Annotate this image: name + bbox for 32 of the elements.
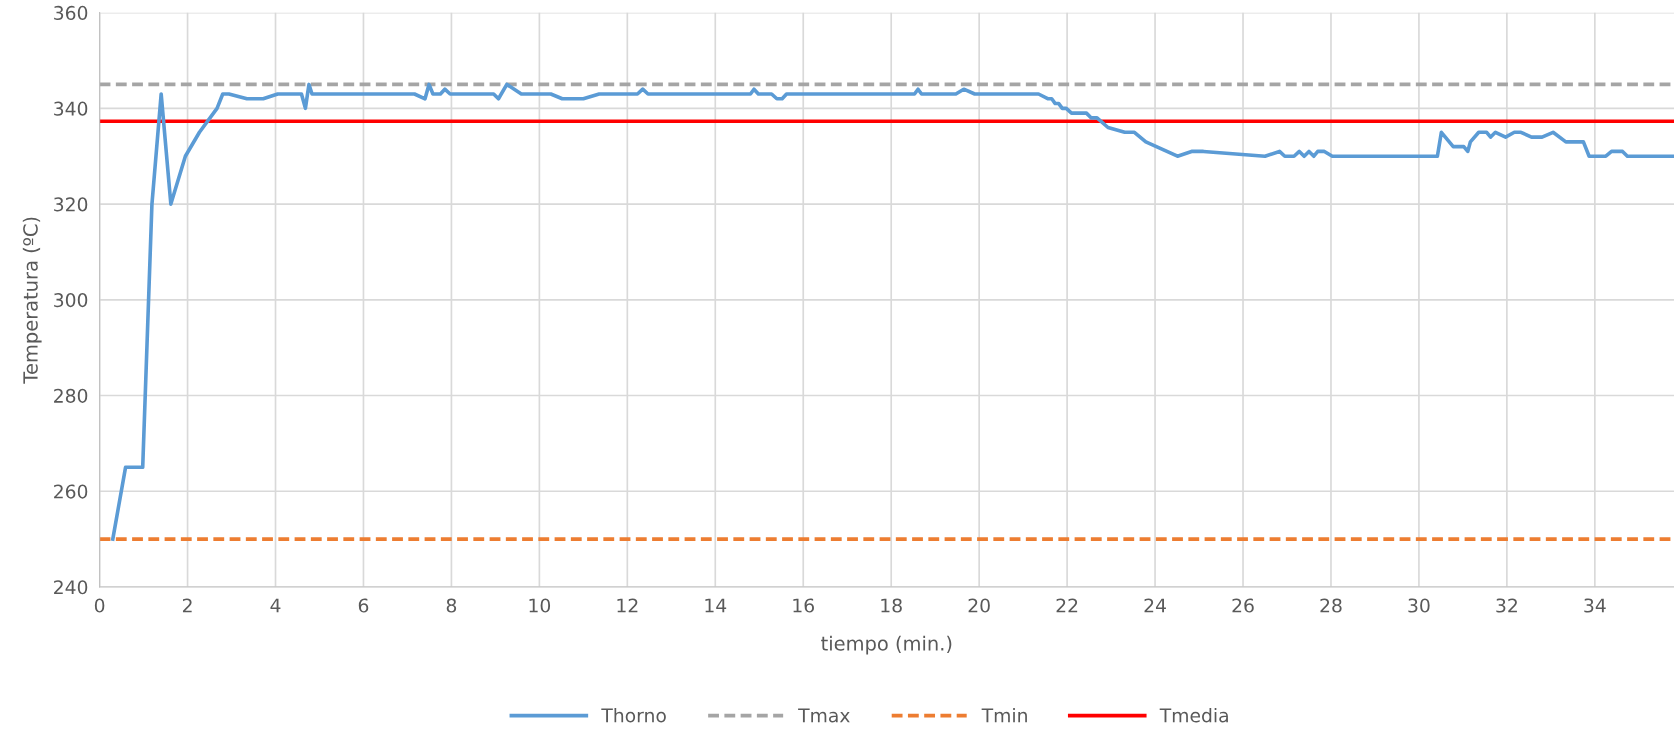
x-tick-label: 8: [446, 598, 457, 613]
x-tick-label: 32: [1496, 598, 1517, 613]
x-tick-label: 2: [182, 598, 192, 613]
x-tick-label: 6: [358, 598, 369, 613]
legend-label: Tmax: [798, 708, 850, 723]
x-tick-label: 4: [270, 598, 281, 613]
x-tick-label: 22: [1056, 598, 1078, 613]
x-tick-label: 0: [94, 598, 105, 613]
line-series: [110, 82, 1674, 541]
y-tick-label: 360: [54, 5, 88, 21]
y-tick-label: 300: [54, 293, 88, 308]
x-tick-label: 18: [881, 598, 902, 613]
y-tick-label: 260: [54, 484, 88, 499]
y-tick-label: 280: [54, 388, 88, 403]
x-tick-label: 20: [968, 598, 990, 613]
legend-label: Tmedia: [1159, 707, 1228, 723]
x-axis-title: tiempo (min.): [821, 635, 952, 655]
y-tick-label: 320: [54, 197, 88, 212]
y-tick-label: 240: [54, 580, 88, 595]
x-tick-label: 24: [1144, 598, 1166, 613]
y-axis-title: Temperatura (ºC): [22, 217, 42, 384]
x-tick-label: 30: [1408, 598, 1430, 613]
x-tick-label: 28: [1320, 598, 1342, 613]
x-tick-label: 34: [1584, 598, 1606, 613]
x-tick-label: 14: [705, 598, 727, 613]
x-tick-label: 26: [1232, 598, 1254, 613]
y-tick-label: 340: [54, 101, 88, 116]
x-tick-label: 10: [529, 598, 551, 613]
x-tick-label: 12: [617, 598, 638, 613]
legend-label: Tmin: [981, 707, 1027, 723]
legend-label: Thorno: [601, 707, 666, 723]
x-tick-label: 16: [793, 598, 814, 613]
